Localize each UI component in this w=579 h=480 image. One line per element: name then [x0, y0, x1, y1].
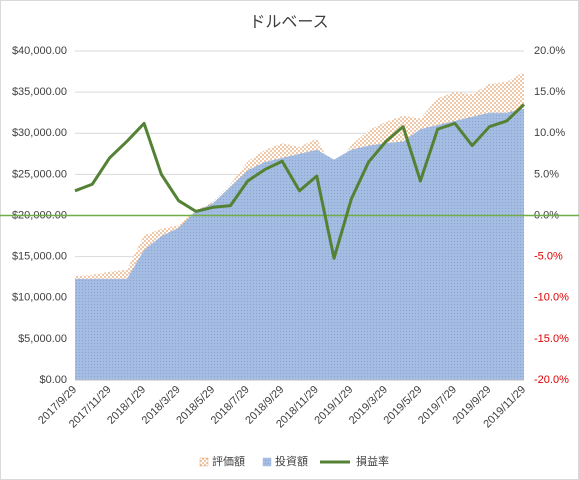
y-tick-label: $40,000.00 [12, 45, 67, 57]
y-tick-label: $15,000.00 [12, 251, 67, 263]
y2-tick-label: 15.0% [534, 86, 565, 98]
y2-tick-label: 20.0% [534, 45, 565, 57]
chart-title: ドルベース [249, 14, 328, 31]
y2-tick-label: -15.0% [534, 333, 569, 345]
y-tick-label: $30,000.00 [12, 127, 67, 139]
legend-label: 投資額 [275, 454, 308, 468]
y-tick-label: $35,000.00 [12, 86, 67, 98]
legend-label: 評価額 [212, 454, 245, 468]
legend-label: 損益率 [356, 454, 389, 468]
y2-tick-label: 10.0% [534, 127, 565, 139]
y2-tick-label: -10.0% [534, 292, 569, 304]
y2-tick-label: -20.0% [534, 374, 569, 386]
legend-swatch [262, 457, 272, 467]
y2-tick-label: 5.0% [534, 168, 559, 180]
y-tick-label: $10,000.00 [12, 292, 67, 304]
y-tick-label: $5,000.00 [18, 333, 67, 345]
line [74, 103, 526, 260]
y2-tick-label: -5.0% [534, 251, 563, 263]
y-tick-label: $25,000.00 [12, 168, 67, 180]
area [75, 108, 524, 380]
legend-swatch [199, 457, 209, 467]
y-tick-label: $0.00 [39, 374, 67, 386]
